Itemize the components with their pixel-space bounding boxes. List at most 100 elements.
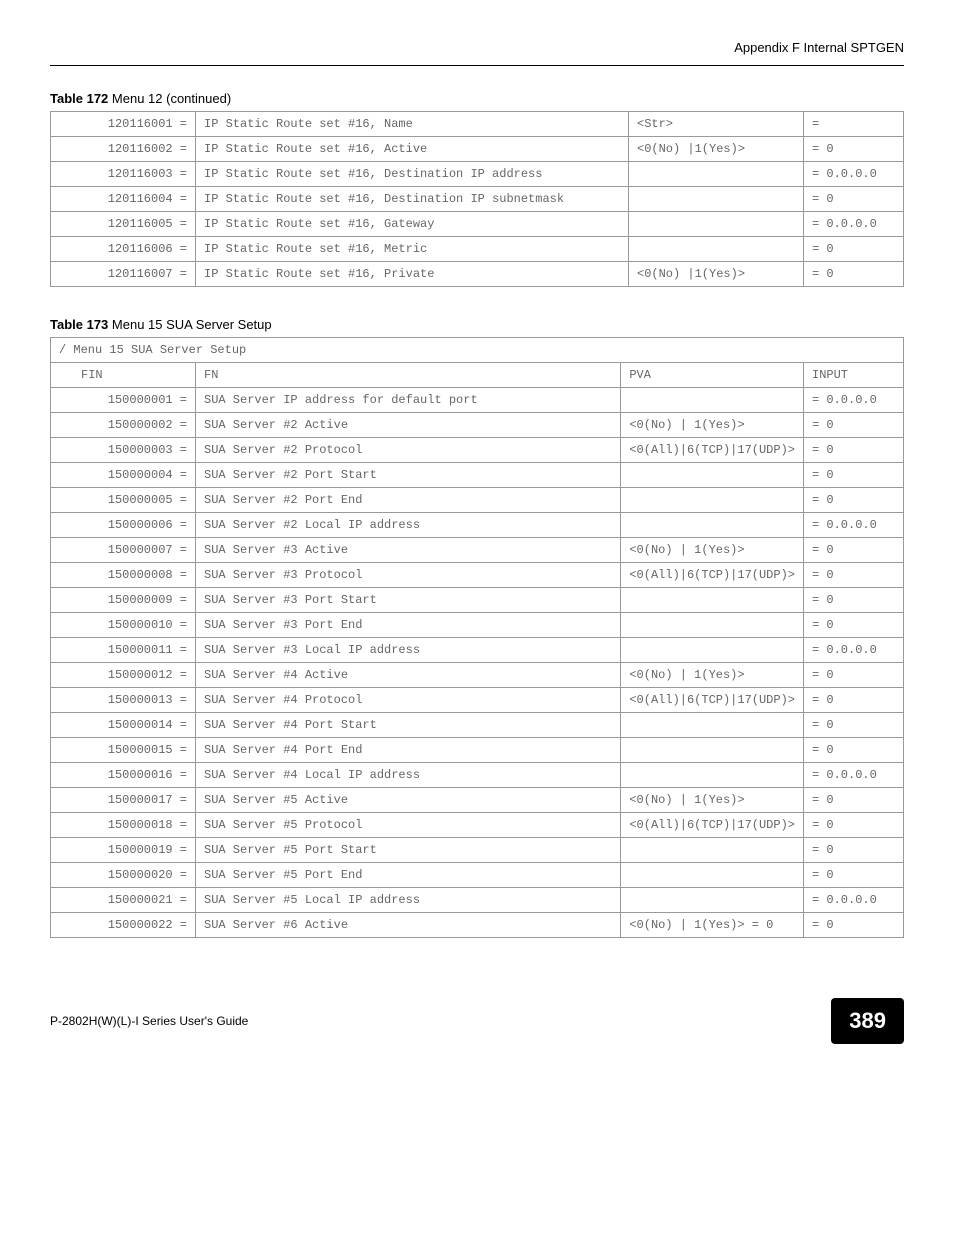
table-cell: <0(No) | 1(Yes)> xyxy=(621,663,804,688)
table-cell: <0(All)|6(TCP)|17(UDP)> xyxy=(621,688,804,713)
table-cell xyxy=(621,738,804,763)
table173-title: Table 173 Menu 15 SUA Server Setup xyxy=(50,317,904,332)
table-cell: = 0.0.0.0 xyxy=(804,638,904,663)
table-cell: SUA Server #3 Local IP address xyxy=(196,638,621,663)
table172-title-normal: Menu 12 (continued) xyxy=(112,91,231,106)
table-row: 150000008 =SUA Server #3 Protocol<0(All)… xyxy=(51,563,904,588)
table-row: 150000006 =SUA Server #2 Local IP addres… xyxy=(51,513,904,538)
table-row: 120116003 =IP Static Route set #16, Dest… xyxy=(51,162,904,187)
table-row: 120116004 =IP Static Route set #16, Dest… xyxy=(51,187,904,212)
table-cell: SUA Server #5 Protocol xyxy=(196,813,621,838)
table-cell: 150000009 = xyxy=(51,588,196,613)
table-cell: 120116002 = xyxy=(51,137,196,162)
table-cell: IP Static Route set #16, Private xyxy=(196,262,629,287)
table-cell xyxy=(621,763,804,788)
table-cell: = xyxy=(804,112,904,137)
table-cell: = 0 xyxy=(804,262,904,287)
table-cell: = 0 xyxy=(804,438,904,463)
table-cell: = 0 xyxy=(804,237,904,262)
table-row: 150000022 =SUA Server #6 Active<0(No) | … xyxy=(51,913,904,938)
table-cell xyxy=(621,638,804,663)
table-cell: SUA Server #5 Active xyxy=(196,788,621,813)
table-cell: 120116004 = xyxy=(51,187,196,212)
table-row: 150000009 =SUA Server #3 Port Start= 0 xyxy=(51,588,904,613)
table-cell: SUA Server #2 Protocol xyxy=(196,438,621,463)
table-cell: 150000010 = xyxy=(51,613,196,638)
table172-title: Table 172 Menu 12 (continued) xyxy=(50,91,904,106)
table-cell: 150000007 = xyxy=(51,538,196,563)
table-column-header: FN xyxy=(196,363,621,388)
table-row: 150000014 =SUA Server #4 Port Start= 0 xyxy=(51,713,904,738)
table-cell: SUA Server #2 Port Start xyxy=(196,463,621,488)
table-row: 120116001 =IP Static Route set #16, Name… xyxy=(51,112,904,137)
table-cell: IP Static Route set #16, Metric xyxy=(196,237,629,262)
table-header-row: / Menu 15 SUA Server Setup xyxy=(51,338,904,363)
table-cell: SUA Server #5 Local IP address xyxy=(196,888,621,913)
table-cell: = 0.0.0.0 xyxy=(804,888,904,913)
table-cell: = 0 xyxy=(804,688,904,713)
table-cell: = 0 xyxy=(804,663,904,688)
table-columns-row: FINFNPVAINPUT xyxy=(51,363,904,388)
table-cell: <Str> xyxy=(629,112,804,137)
table-cell: = 0.0.0.0 xyxy=(804,388,904,413)
table-cell: 120116007 = xyxy=(51,262,196,287)
table-cell: 150000018 = xyxy=(51,813,196,838)
table-row: 120116002 =IP Static Route set #16, Acti… xyxy=(51,137,904,162)
table-cell: 120116005 = xyxy=(51,212,196,237)
table-cell: 150000004 = xyxy=(51,463,196,488)
table173-title-bold: Table 173 xyxy=(50,317,108,332)
table-cell xyxy=(629,187,804,212)
table-cell: = 0 xyxy=(804,187,904,212)
table-cell xyxy=(621,388,804,413)
table-cell: = 0 xyxy=(804,813,904,838)
table-cell: IP Static Route set #16, Destination IP … xyxy=(196,187,629,212)
table-cell: SUA Server #3 Protocol xyxy=(196,563,621,588)
table-cell: <0(All)|6(TCP)|17(UDP)> xyxy=(621,563,804,588)
table-cell xyxy=(629,162,804,187)
table-cell: 150000017 = xyxy=(51,788,196,813)
table-cell: = 0.0.0.0 xyxy=(804,212,904,237)
table-cell: = 0 xyxy=(804,538,904,563)
table-cell: 120116001 = xyxy=(51,112,196,137)
table-cell xyxy=(621,863,804,888)
table-cell: 150000019 = xyxy=(51,838,196,863)
table172: 120116001 =IP Static Route set #16, Name… xyxy=(50,111,904,287)
table-cell: <0(No) |1(Yes)> xyxy=(629,262,804,287)
table-cell: SUA Server #4 Port Start xyxy=(196,713,621,738)
table-cell xyxy=(621,588,804,613)
table-cell: SUA Server IP address for default port xyxy=(196,388,621,413)
page-footer: P-2802H(W)(L)-I Series User's Guide 389 xyxy=(50,998,904,1044)
page-number: 389 xyxy=(831,998,904,1044)
table-cell: <0(No) | 1(Yes)> xyxy=(621,788,804,813)
table-cell: 150000012 = xyxy=(51,663,196,688)
table-row: 150000007 =SUA Server #3 Active<0(No) | … xyxy=(51,538,904,563)
table-row: 150000001 =SUA Server IP address for def… xyxy=(51,388,904,413)
table-row: 150000020 =SUA Server #5 Port End= 0 xyxy=(51,863,904,888)
table-cell: SUA Server #2 Port End xyxy=(196,488,621,513)
table-column-header: FIN xyxy=(51,363,196,388)
table-cell: SUA Server #4 Protocol xyxy=(196,688,621,713)
table-row: 150000016 =SUA Server #4 Local IP addres… xyxy=(51,763,904,788)
table-cell: = 0 xyxy=(804,838,904,863)
table-cell: 150000013 = xyxy=(51,688,196,713)
table-cell: 150000021 = xyxy=(51,888,196,913)
table-cell: SUA Server #2 Active xyxy=(196,413,621,438)
table-cell: 150000011 = xyxy=(51,638,196,663)
table-cell: 150000005 = xyxy=(51,488,196,513)
header-divider xyxy=(50,65,904,66)
table-cell: 120116003 = xyxy=(51,162,196,187)
table-row: 120116006 =IP Static Route set #16, Metr… xyxy=(51,237,904,262)
table-cell: SUA Server #3 Port Start xyxy=(196,588,621,613)
table-row: 150000005 =SUA Server #2 Port End= 0 xyxy=(51,488,904,513)
table-cell: = 0 xyxy=(804,563,904,588)
table-cell xyxy=(621,488,804,513)
table-cell: SUA Server #3 Active xyxy=(196,538,621,563)
table-cell: 150000002 = xyxy=(51,413,196,438)
table-cell: 150000008 = xyxy=(51,563,196,588)
table-row: 150000004 =SUA Server #2 Port Start= 0 xyxy=(51,463,904,488)
table173-title-normal: Menu 15 SUA Server Setup xyxy=(112,317,272,332)
table-row: 150000012 =SUA Server #4 Active<0(No) | … xyxy=(51,663,904,688)
table-cell: = 0 xyxy=(804,863,904,888)
table-cell: = 0 xyxy=(804,738,904,763)
table-cell: = 0.0.0.0 xyxy=(804,763,904,788)
